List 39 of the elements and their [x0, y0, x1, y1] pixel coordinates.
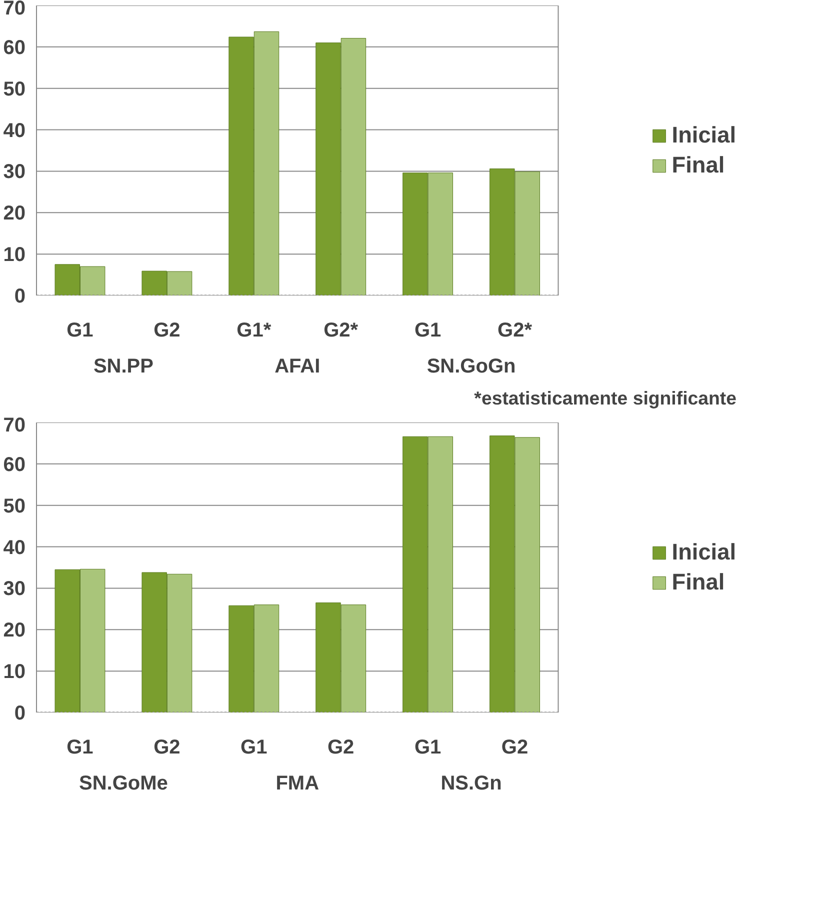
y-tick-label: 60 [3, 36, 26, 59]
y-tick-label: 40 [3, 120, 26, 142]
legend-label: Inicial [672, 538, 736, 566]
y-tick-label: 10 [3, 244, 26, 266]
y-tick-label: 0 [14, 702, 26, 724]
x-tick-label: G2 [501, 736, 528, 758]
y-tick-label: 0 [14, 286, 26, 308]
text: SN.GoGn [426, 356, 516, 378]
x-tick-label: G2 [154, 736, 180, 758]
y-tick-label: 30 [3, 578, 26, 600]
legend-label: Final [672, 152, 725, 178]
text: NS.Gn [440, 772, 502, 794]
y-tick-label: 70 [3, 414, 26, 436]
y-tick-label: 20 [3, 202, 26, 225]
x-tick-label: G1 [66, 736, 94, 758]
legend-label: Final [672, 568, 725, 596]
text: SN.GoMe [79, 772, 168, 794]
y-tick-label: 40 [3, 536, 26, 559]
x-tick-label: G2 [328, 736, 354, 758]
y-tick-label: 50 [3, 78, 26, 100]
x-tick-label: G1 [240, 736, 268, 758]
x-tick-label: G2 [154, 320, 180, 342]
text: SN.PP [93, 356, 154, 378]
x-tick-label: G2* [324, 320, 358, 342]
text: AFAI [274, 356, 320, 378]
y-tick-label: 50 [3, 495, 26, 518]
x-tick-label: G1* [236, 320, 272, 342]
x-tick-label: G1 [414, 320, 442, 342]
legend-label: Inicial [672, 122, 736, 148]
x-tick-label: G1 [66, 320, 94, 342]
text: FMA [276, 772, 320, 794]
x-tick-label: G1 [414, 736, 442, 758]
y-tick-label: 30 [3, 161, 26, 184]
x-tick-label: G2* [498, 320, 532, 342]
y-tick-label: 60 [3, 454, 26, 476]
text: *estatisticamente significante [474, 388, 737, 408]
y-tick-label: 20 [3, 620, 26, 642]
y-tick-label: 10 [3, 661, 26, 684]
y-tick-label: 70 [3, 0, 26, 20]
